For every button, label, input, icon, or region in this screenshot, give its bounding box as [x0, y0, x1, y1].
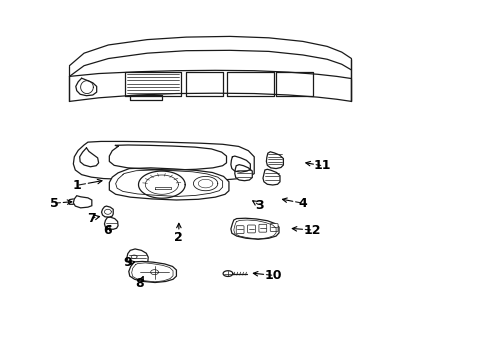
Polygon shape [73, 196, 92, 208]
Text: 5: 5 [49, 197, 58, 210]
Polygon shape [128, 261, 176, 283]
Polygon shape [234, 165, 252, 181]
FancyBboxPatch shape [247, 225, 255, 233]
Polygon shape [230, 218, 279, 239]
Text: 2: 2 [174, 231, 183, 244]
FancyBboxPatch shape [236, 226, 244, 234]
Text: 3: 3 [254, 198, 263, 212]
Polygon shape [104, 217, 118, 229]
FancyBboxPatch shape [258, 224, 266, 232]
Text: 6: 6 [103, 224, 111, 237]
Text: 1: 1 [72, 179, 81, 192]
Polygon shape [266, 152, 283, 168]
Text: 9: 9 [123, 256, 132, 269]
Text: 12: 12 [303, 224, 321, 237]
Text: 4: 4 [298, 197, 306, 210]
Text: 8: 8 [135, 277, 144, 290]
Polygon shape [73, 141, 254, 180]
Polygon shape [126, 249, 148, 265]
Polygon shape [263, 169, 280, 185]
Text: 11: 11 [313, 159, 330, 172]
Text: 7: 7 [87, 212, 96, 225]
Polygon shape [109, 168, 228, 200]
Polygon shape [102, 206, 113, 217]
FancyBboxPatch shape [270, 224, 278, 231]
Text: 10: 10 [264, 269, 282, 282]
